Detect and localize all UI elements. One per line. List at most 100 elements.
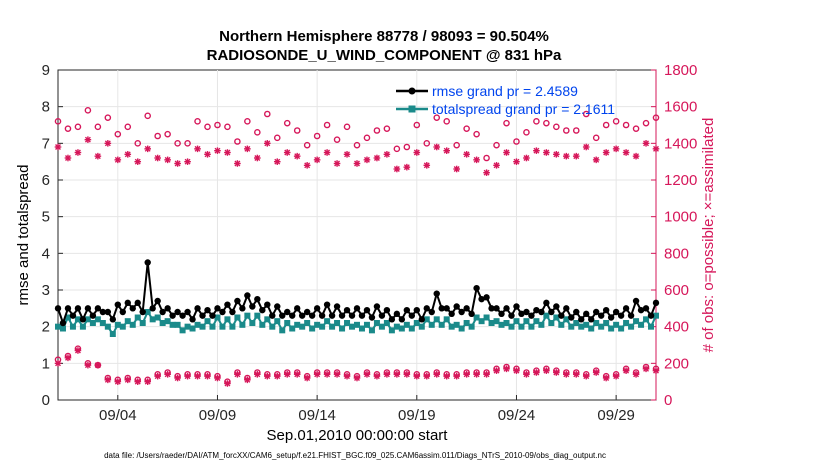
totalspread-point (279, 327, 286, 334)
assimilated-stroke (104, 376, 111, 383)
rmse-point (573, 308, 580, 316)
totalspread-point (478, 318, 485, 325)
assimilated-obs-point (423, 162, 431, 169)
totalspread-point (184, 323, 191, 330)
possible-obs-point (632, 125, 640, 132)
possible-obs-point (622, 121, 630, 129)
totalspread-point (403, 321, 410, 328)
totalspread-point (104, 323, 111, 330)
assimilated-obs-point (393, 371, 401, 378)
rmse-point (553, 303, 560, 310)
totalspread-point (269, 323, 276, 330)
totalspread-point (324, 318, 331, 325)
totalspread-point (69, 323, 76, 330)
totalspread-point (398, 325, 405, 332)
rmse-point (478, 295, 485, 303)
assimilated-obs-point (503, 365, 510, 373)
totalspread-point (169, 321, 176, 328)
assimilated-obs-point (543, 367, 550, 374)
assimilated-obs-point (453, 372, 460, 380)
totalspread-point (289, 325, 296, 332)
assimilated-obs-point (493, 162, 500, 169)
totalspread-point (373, 320, 380, 326)
possible-obs-point (493, 141, 500, 149)
assimilated-obs-point (154, 372, 161, 380)
totalspread-point (284, 320, 291, 326)
x-tick-label: 09/19 (398, 407, 436, 424)
assimilated-stroke (453, 166, 460, 172)
rmse-point (204, 306, 211, 314)
possible-obs-point (563, 127, 570, 134)
totalspread-point (423, 316, 430, 323)
assimilated-stroke (483, 371, 490, 378)
possible-obs-point (74, 123, 82, 131)
assimilated-stroke (643, 140, 650, 147)
assimilated-obs-point (104, 140, 112, 147)
y-axis-label-left: rmse and totalspread (15, 165, 32, 306)
assimilated-stroke (134, 378, 141, 385)
assimilated-stroke (483, 169, 490, 176)
assimilated-obs-point (403, 371, 411, 378)
assimilated-stroke (64, 354, 71, 361)
totalspread-point (523, 318, 530, 325)
obs-count-series (54, 107, 660, 387)
assimilated-obs-point (293, 152, 301, 160)
totalspread-point (598, 323, 605, 330)
totalspread-point (573, 320, 580, 326)
y-tick-label-right: 200 (664, 355, 689, 372)
rmse-point (468, 310, 475, 318)
assimilated-obs-point (463, 151, 470, 158)
assimilated-stroke (453, 373, 460, 380)
assimilated-obs-point (234, 371, 241, 378)
totalspread-point (59, 325, 66, 332)
rmse-point (269, 312, 276, 319)
rmse-point (593, 308, 600, 316)
assimilated-stroke (164, 156, 171, 163)
possible-obs-point (553, 123, 560, 131)
totalspread-point (383, 320, 390, 326)
totalspread-point (563, 316, 570, 323)
assimilated-obs-point (234, 160, 241, 167)
y-tick-label-right: 400 (664, 319, 689, 336)
assimilated-stroke (533, 147, 540, 154)
totalspread-point (418, 323, 425, 330)
assimilated-stroke (284, 149, 291, 156)
possible-obs-point (443, 118, 451, 125)
possible-obs-point (642, 119, 650, 127)
rmse-point (538, 308, 545, 316)
assimilated-stroke (194, 145, 201, 152)
assimilated-obs-point (264, 372, 271, 380)
assimilated-obs-point (563, 371, 570, 378)
possible-obs-point (134, 140, 142, 147)
assimilated-stroke (553, 369, 560, 376)
y-tick-label-right: 600 (664, 282, 689, 299)
y-tick-label-right: 1000 (664, 209, 697, 226)
rmse-point (413, 306, 420, 314)
x-tick-label: 09/14 (298, 407, 336, 424)
rmse-point (453, 303, 460, 310)
rmse-series (54, 259, 660, 327)
assimilated-stroke (324, 149, 331, 156)
possible-obs-point (313, 132, 321, 140)
assimilated-stroke (264, 140, 271, 147)
totalspread-point (443, 316, 450, 323)
rmse-point (373, 303, 381, 310)
possible-obs-point (154, 132, 161, 140)
totalspread-point (433, 316, 440, 323)
assimilated-stroke (174, 375, 181, 381)
totalspread-point (493, 318, 500, 325)
totalspread-point (319, 323, 326, 330)
assimilated-stroke (593, 156, 600, 163)
possible-obs-point (483, 154, 490, 162)
assimilated-obs-point (652, 145, 660, 153)
assimilated-obs-point (134, 378, 142, 385)
assimilated-stroke (134, 158, 141, 165)
totalspread-point (124, 318, 131, 325)
assimilated-stroke (224, 149, 231, 156)
totalspread-point (368, 327, 375, 334)
assimilated-stroke (344, 151, 351, 158)
assimilated-stroke (94, 362, 101, 369)
possible-obs-point (164, 130, 171, 138)
assimilated-stroke (653, 145, 659, 152)
totalspread-point (648, 323, 655, 330)
